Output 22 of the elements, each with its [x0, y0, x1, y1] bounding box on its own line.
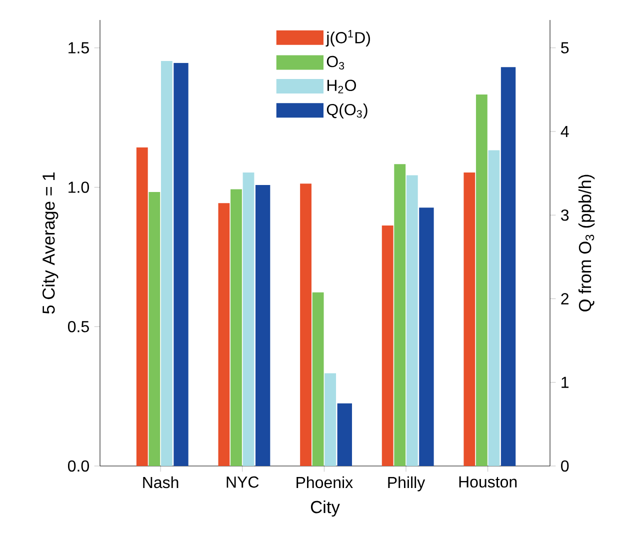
x-axis-title: City — [310, 500, 340, 517]
x-tick-label: Philly — [388, 476, 426, 492]
legend-label: j(O$^{1}$D) — [326, 30, 370, 47]
y2-tick-label: 3 — [561, 209, 569, 221]
y-tick-label: 0.5 — [68, 320, 89, 332]
y2-tick-label: 5 — [561, 42, 569, 54]
y2-tick-label: 4 — [560, 126, 569, 137]
legend-label: Q(O$_{3}$) — [326, 104, 368, 118]
y2-tick-label: 0 — [561, 460, 569, 472]
y2-tick-label: 2 — [561, 293, 568, 304]
legend-label: O$_{3}$ — [326, 56, 344, 70]
y2-axis-title: Q from O$_{3}$ (ppb/h) — [578, 174, 595, 312]
y-tick-label: 0.0 — [68, 460, 89, 472]
y-tick-label: 1.5 — [68, 42, 89, 54]
y2-tick-label: 1 — [562, 376, 569, 388]
legend-label: H$_{2}$O — [327, 80, 356, 94]
x-tick-label: NYC — [226, 476, 259, 488]
x-tick-label: Nash — [143, 476, 178, 488]
y-axis-title: 5 City Average = 1 — [42, 172, 58, 314]
x-tick-label: Phoenix — [296, 476, 353, 488]
y-tick-label: 1.0 — [68, 182, 89, 193]
x-tick-label: Houston — [459, 476, 517, 488]
